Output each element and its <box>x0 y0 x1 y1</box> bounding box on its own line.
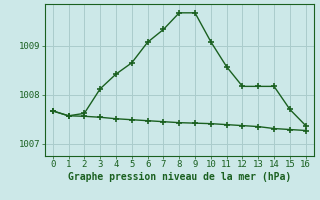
X-axis label: Graphe pression niveau de la mer (hPa): Graphe pression niveau de la mer (hPa) <box>68 172 291 182</box>
